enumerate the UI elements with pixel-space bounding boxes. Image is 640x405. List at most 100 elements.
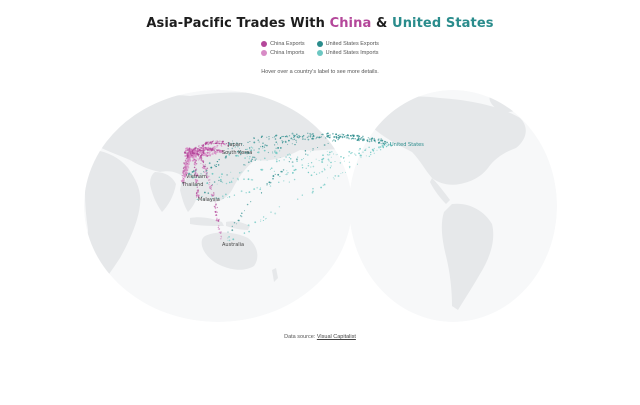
trade-flow-dot <box>365 155 367 157</box>
country-labels: Japan South Korea Vietnam Thailand Malaysia A… <box>181 142 424 248</box>
trade-flow-dot <box>188 161 190 164</box>
trade-flow-dot <box>183 165 186 168</box>
trade-flow-dot <box>236 223 238 225</box>
trade-flow-dot <box>216 183 218 185</box>
trade-flow-dot <box>209 142 211 144</box>
indonesia-islands <box>190 217 250 230</box>
trade-flow-dot <box>312 165 315 168</box>
trade-flow-dot <box>227 141 229 144</box>
trade-flow-dot <box>311 191 314 194</box>
trade-flow-dot <box>304 150 307 152</box>
trade-flow-dot <box>200 159 202 161</box>
trade-flow-dot <box>359 137 361 140</box>
trade-flow-dot <box>236 150 239 153</box>
trade-flow-dot <box>206 171 208 174</box>
trade-flow-dot <box>248 191 251 194</box>
trade-flow-dot <box>197 189 199 191</box>
trade-flow-dot <box>307 138 310 141</box>
trade-flow-dot <box>221 142 224 144</box>
trade-flow-dot <box>203 148 206 151</box>
trade-flow-dot <box>337 139 339 141</box>
trade-flow-dot <box>359 154 362 157</box>
trade-flow-dot <box>358 149 360 151</box>
trade-flow-dot <box>334 175 337 177</box>
trade-flow-dot <box>341 133 343 135</box>
trade-flow-dot <box>240 215 242 217</box>
trade-flow-dot <box>373 147 375 150</box>
trade-flow-dot <box>334 140 337 142</box>
trade-flow-dot <box>375 141 377 143</box>
trade-flow-dot <box>243 178 245 180</box>
trade-flow-dot <box>265 217 267 219</box>
trade-flow-dot <box>261 169 263 171</box>
country-label-japan[interactable]: Japan <box>227 142 242 148</box>
country-label-south-korea[interactable]: South Korea <box>222 150 252 156</box>
trade-flow-dot <box>357 138 360 141</box>
trade-flow-dot <box>290 138 292 140</box>
trade-flow-dot <box>231 180 232 182</box>
trade-flow-dot <box>216 151 218 153</box>
source-link[interactable]: Visual Capitalist <box>316 334 356 340</box>
trade-flow-dot <box>212 148 215 151</box>
trade-flow-dot <box>197 159 200 161</box>
trade-flow-dot <box>373 137 376 139</box>
country-label-malaysia[interactable]: Malaysia <box>198 197 220 203</box>
trade-flow-dot <box>186 166 188 169</box>
trade-flow-dot <box>184 160 187 162</box>
africa-landmass <box>84 150 141 290</box>
trade-flow-dot <box>195 159 197 161</box>
country-label-united-states[interactable]: United States <box>390 142 424 148</box>
trade-flow-dot <box>250 201 252 203</box>
trade-flow-dot <box>196 181 198 183</box>
trade-flow-dot <box>202 171 205 173</box>
trade-flow-dot <box>250 160 252 162</box>
trade-flow-dot <box>191 148 193 151</box>
trade-flow-dot <box>201 147 203 150</box>
trade-flow-dot <box>371 148 374 151</box>
trade-flow-dot <box>197 191 199 193</box>
country-label-australia[interactable]: Australia <box>222 242 244 248</box>
trade-flow-dot <box>268 139 270 141</box>
trade-flow-dot <box>260 146 262 148</box>
trade-flow-dot <box>296 198 299 200</box>
trade-flow-dot <box>250 150 252 152</box>
country-label-vietnam[interactable]: Vietnam <box>186 174 207 180</box>
trade-flow-dot <box>237 144 239 146</box>
trade-flow-dot <box>195 155 197 157</box>
trade-flow-dot <box>272 137 274 138</box>
trade-flow-dot <box>195 168 198 170</box>
trade-flow-dot <box>281 142 284 144</box>
trade-flow-dot <box>386 143 388 145</box>
trade-flow-dot <box>264 144 267 147</box>
trade-flow-dot <box>339 135 342 138</box>
trade-flow-dot <box>340 155 342 158</box>
trade-flow-dot <box>206 174 208 177</box>
trade-flow-dot <box>216 144 219 147</box>
trade-flow-dot <box>213 205 215 207</box>
trade-flow-dot <box>293 178 296 181</box>
trade-flow-dot <box>218 231 221 234</box>
trade-flow-dot <box>354 153 356 155</box>
trade-flow-dot <box>218 149 220 151</box>
trade-flow-dot <box>324 169 326 171</box>
trade-flow-dot <box>260 187 262 189</box>
trade-flow-dot <box>203 167 206 170</box>
trade-flow-dot <box>258 141 260 143</box>
trade-flow-dot <box>193 148 195 151</box>
trade-flow-dot <box>191 176 194 179</box>
trade-flow-dot <box>228 239 231 242</box>
trade-flow-dot <box>321 133 322 135</box>
country-label-thailand[interactable]: Thailand <box>181 182 203 188</box>
trade-flow-dot <box>218 197 220 200</box>
trade-flow-dot <box>220 235 222 237</box>
trade-flow-dot <box>207 151 210 154</box>
trade-flow-dot <box>340 172 342 175</box>
trade-flow-dot <box>274 138 277 140</box>
trade-flow-dot <box>247 170 250 172</box>
trade-flow-dot <box>279 146 282 149</box>
trade-flow-dot <box>316 136 318 138</box>
trade-flow-dot <box>369 151 372 154</box>
title-ampersand: & <box>371 16 393 31</box>
trade-flow-dot <box>377 139 379 141</box>
trade-flow-dot <box>327 164 329 166</box>
